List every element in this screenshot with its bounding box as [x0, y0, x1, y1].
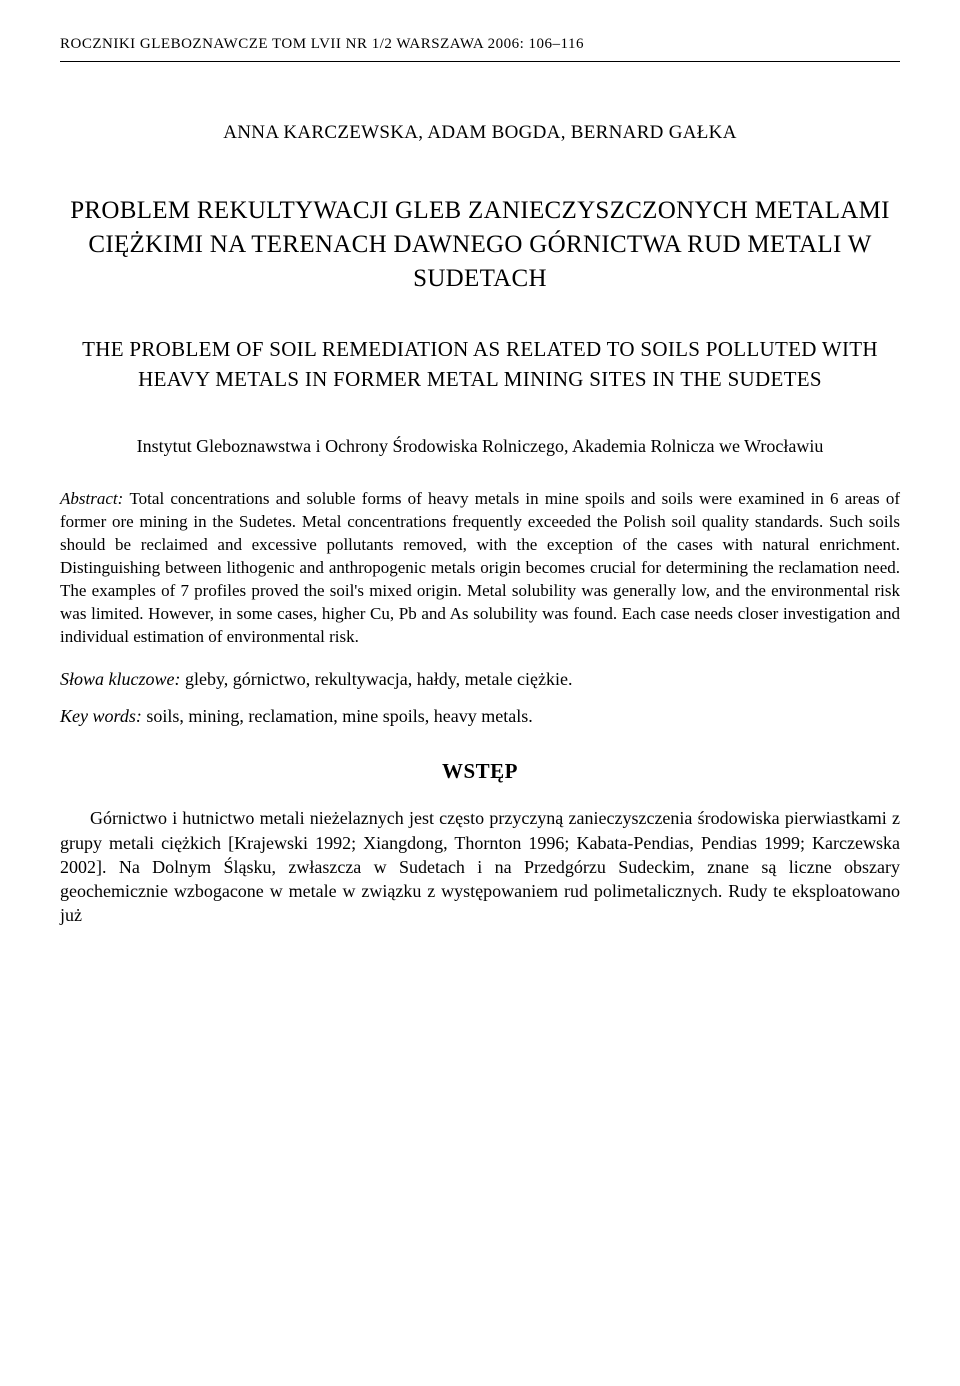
section-heading: WSTĘP — [60, 759, 900, 784]
abstract-label: Abstract: — [60, 489, 129, 508]
journal-header: ROCZNIKI GLEBOZNAWCZE TOM LVII NR 1/2 WA… — [60, 36, 900, 62]
keywords-label-english: Key words: — [60, 706, 146, 726]
keywords-text-polish: gleby, górnictwo, rekultywacja, hałdy, m… — [185, 669, 573, 689]
keywords-english: Key words: soils, mining, reclamation, m… — [60, 704, 900, 729]
keywords-polish: Słowa kluczowe: gleby, górnictwo, rekult… — [60, 667, 900, 692]
title-main: PROBLEM REKULTYWACJI GLEB ZANIECZYSZCZON… — [60, 194, 900, 295]
abstract-text: Total concentrations and soluble forms o… — [60, 489, 900, 646]
keywords-text-english: soils, mining, reclamation, mine spoils,… — [146, 706, 532, 726]
abstract-paragraph: Abstract: Total concentrations and solub… — [60, 488, 900, 649]
title-subtitle: THE PROBLEM OF SOIL REMEDIATION AS RELAT… — [60, 335, 900, 394]
affiliation: Instytut Gleboznawstwa i Ochrony Środowi… — [60, 434, 900, 458]
keywords-label-polish: Słowa kluczowe: — [60, 669, 185, 689]
authors: ANNA KARCZEWSKA, ADAM BOGDA, BERNARD GAŁ… — [60, 122, 900, 144]
body-paragraph: Górnictwo i hutnictwo metali nieżelaznyc… — [60, 806, 900, 927]
